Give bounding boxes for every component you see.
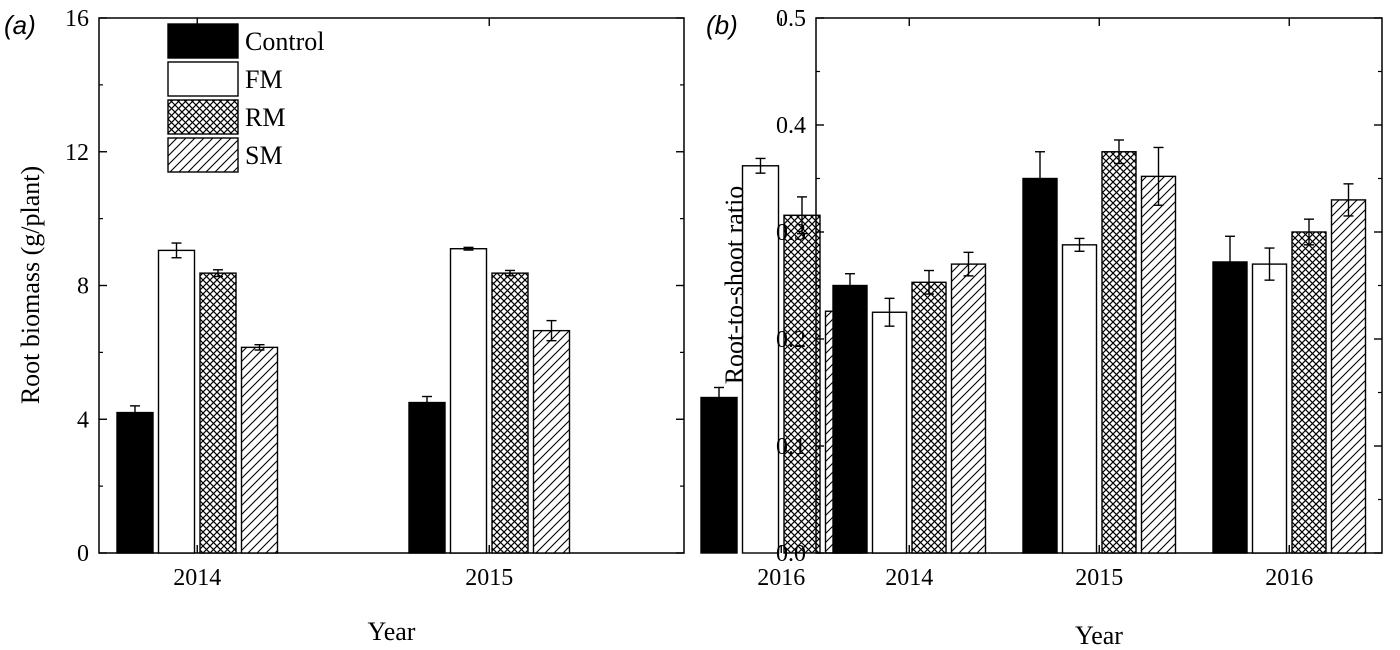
error-bar-control-2016 — [714, 386, 724, 409]
error-bar-fm-2015 — [463, 246, 474, 251]
legend-label-rm: RM — [245, 103, 285, 132]
legend-item-fm: FM — [167, 61, 283, 97]
y-tick-label: 0.2 — [776, 327, 806, 353]
panel-b-bars — [832, 139, 1367, 554]
panel-a-root-biomass: (a) 0 4 8 12 16 2014 2015 2016 Root biomass (g/… — [4, 6, 863, 646]
bar-sm-2015 — [532, 329, 571, 554]
error-bar-sm-2015 — [1153, 146, 1164, 206]
x-tick-label-2014: 2014 — [173, 565, 221, 591]
error-bar-control-2016 — [1225, 235, 1235, 289]
legend-label-sm: SM — [245, 141, 283, 170]
x-tick-label-2015: 2015 — [1075, 565, 1123, 591]
panel-b-axes: 0.0 0.1 0.2 0.3 0.4 0.5 2014 2015 2016 — [776, 6, 1382, 591]
legend-item-rm: RM — [167, 99, 285, 135]
y-tick-label: 12 — [65, 140, 89, 166]
panel-a-bars — [116, 157, 863, 554]
y-tick-label: 0.4 — [776, 113, 806, 139]
panel-b-label: (b) — [706, 10, 738, 40]
error-bar-sm-2016 — [1343, 183, 1354, 217]
error-bar-fm-2015 — [1074, 237, 1085, 252]
bar-fm-2014 — [871, 311, 908, 554]
y-tick-label: 16 — [65, 6, 89, 32]
y-tick-label: 0.1 — [776, 434, 806, 460]
panel-a-label: (a) — [4, 10, 36, 40]
bar-sm-2014 — [950, 263, 987, 554]
y-tick-label: 0.0 — [776, 541, 806, 567]
y-tick-label: 0.3 — [776, 220, 806, 246]
error-bar-rm-2014 — [213, 269, 223, 278]
bar-control-2015 — [1022, 177, 1058, 554]
legend-swatch-sm — [167, 137, 239, 173]
legend-swatch-control — [167, 23, 239, 59]
x-tick-label-2016: 2016 — [1265, 565, 1313, 591]
bar-fm-2015 — [449, 248, 488, 554]
legend-item-control: Control — [167, 23, 324, 59]
bar-sm-2016 — [1330, 199, 1367, 554]
error-bar-rm-2016 — [797, 196, 807, 235]
bar-rm-2014 — [199, 272, 237, 554]
error-bar-rm-2016 — [1304, 218, 1314, 246]
bar-rm-2016 — [1291, 231, 1327, 554]
error-bar-control-2014 — [130, 405, 140, 420]
y-tick-label: 8 — [77, 274, 89, 300]
y-tick-label: 4 — [77, 407, 89, 433]
legend-item-sm: SM — [167, 137, 283, 173]
bar-sm-2014 — [240, 346, 279, 554]
legend-swatch-rm — [167, 99, 239, 135]
error-bar-fm-2016 — [755, 157, 766, 174]
panel-a-y-axis-label: Root biomass (g/plant) — [16, 166, 45, 404]
error-bar-control-2015 — [1035, 151, 1045, 206]
panel-a-x-axis-label: Year — [368, 617, 416, 646]
error-bar-sm-2015 — [546, 319, 557, 342]
panel-b-y-axis-label: Root-to-shoot ratio — [720, 186, 749, 385]
error-bar-control-2014 — [845, 273, 855, 298]
bar-rm-2014 — [911, 281, 947, 554]
bar-rm-2015 — [491, 272, 529, 554]
error-bar-fm-2016 — [1264, 247, 1275, 281]
y-tick-label: 0 — [77, 541, 89, 567]
error-bar-rm-2014 — [924, 269, 934, 295]
error-bar-fm-2014 — [171, 242, 182, 259]
error-bar-fm-2014 — [884, 297, 895, 327]
x-tick-label-2014: 2014 — [885, 565, 933, 591]
legend-swatch-fm — [167, 61, 239, 97]
bar-fm-2014 — [157, 249, 196, 554]
bar-rm-2015 — [1101, 151, 1137, 554]
bar-fm-2016 — [741, 165, 780, 554]
x-tick-label-2015: 2015 — [465, 565, 513, 591]
bar-rm-2016 — [783, 214, 821, 554]
bar-control-2014 — [116, 411, 154, 554]
panel-b-x-axis-label: Year — [1075, 621, 1123, 650]
bar-control-2016 — [1212, 261, 1248, 554]
bar-control-2015 — [408, 401, 446, 554]
legend-label-control: Control — [245, 27, 324, 56]
bar-control-2016 — [700, 396, 738, 554]
bar-control-2014 — [832, 284, 868, 554]
bar-sm-2015 — [1140, 175, 1177, 554]
legend: Control FM RM SM — [167, 23, 324, 173]
error-bar-sm-2014 — [254, 343, 265, 351]
error-bar-rm-2015 — [1114, 139, 1124, 165]
error-bar-sm-2014 — [963, 251, 974, 277]
x-tick-label-2016: 2016 — [757, 565, 805, 591]
y-tick-label: 0.5 — [776, 6, 806, 32]
error-bar-rm-2015 — [505, 269, 515, 277]
bar-fm-2015 — [1061, 244, 1098, 554]
bar-fm-2016 — [1251, 263, 1288, 554]
panel-b-root-shoot-ratio: (b) 0.0 0.1 0.2 0.3 0.4 0.5 2014 2015 2016 Root-… — [706, 6, 1383, 650]
error-bar-control-2015 — [422, 395, 432, 410]
legend-label-fm: FM — [245, 65, 283, 94]
